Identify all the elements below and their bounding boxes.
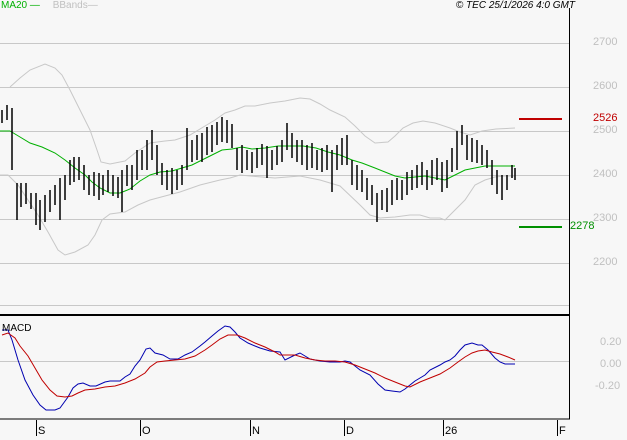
- price-tick-2700: 2700: [593, 36, 618, 48]
- legend-ma20: MA20 —: [1, 0, 40, 11]
- macd-tick-neg: -0.20: [595, 380, 621, 392]
- copyright-text: © TEC 25/1/2026 4:0 GMT: [455, 0, 575, 11]
- x-label-oct: O: [142, 425, 151, 437]
- price-tick-2600: 2600: [593, 80, 618, 92]
- x-axis-ticks: [36, 420, 558, 436]
- legend: MA20 — BBands—: [1, 0, 98, 12]
- price-tick-2300: 2300: [593, 212, 618, 224]
- price-bars: [1, 105, 516, 230]
- ma20-line: [0, 130, 515, 194]
- bband-upper: [9, 63, 516, 165]
- signal-line: [1, 332, 516, 398]
- macd-tick-pos: 0.20: [600, 336, 622, 348]
- macd-line: [2, 325, 515, 411]
- x-label-feb: F: [559, 425, 566, 437]
- legend-bbands: BBands—: [52, 0, 98, 11]
- price-tick-2400: 2400: [593, 168, 618, 180]
- macd-tick-zero: 0.00: [600, 358, 622, 370]
- price-gridlines: [0, 43, 569, 306]
- macd-title: MACD: [2, 323, 32, 334]
- x-label-sep: S: [38, 425, 46, 437]
- x-label-dec: D: [346, 425, 354, 437]
- x-label-nov: N: [252, 425, 260, 437]
- support-label: 2278: [570, 220, 595, 232]
- x-label-2026: 26: [445, 425, 458, 437]
- resistance-label: 2526: [593, 112, 618, 124]
- price-tick-2200: 2200: [593, 256, 618, 268]
- price-tick-2500: 2500: [593, 124, 618, 136]
- bband-lower: [0, 174, 515, 256]
